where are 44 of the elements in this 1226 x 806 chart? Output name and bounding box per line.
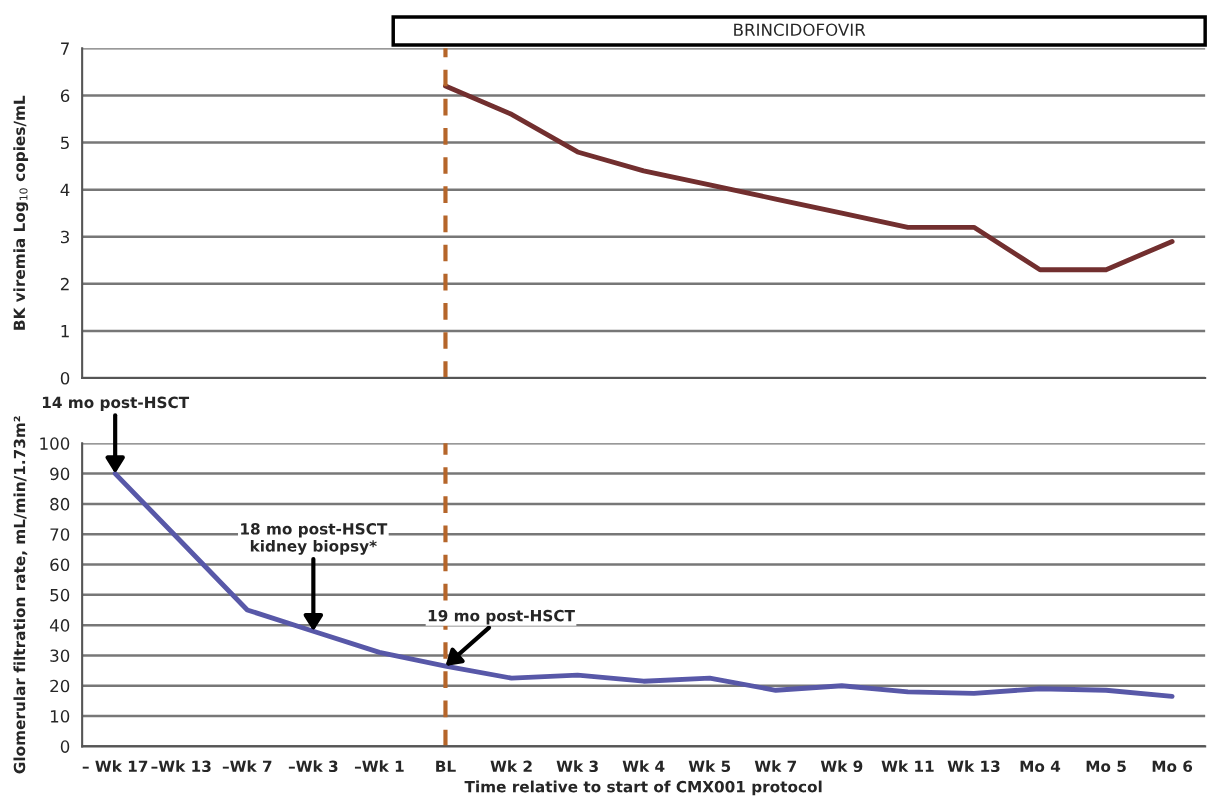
y-tick-label: 5: [61, 136, 69, 150]
x-axis-title: Time relative to start of CMX001 protocol: [464, 780, 822, 796]
y-tick-label: 90: [50, 467, 70, 481]
y-tick-label: 20: [50, 679, 70, 693]
y-tick-label: 80: [50, 497, 70, 511]
y-tick-label: 2: [60, 277, 69, 291]
y-tick-label: 10: [50, 710, 70, 723]
y-tick-label: 6: [60, 89, 70, 103]
y-tick-label: 7: [61, 42, 69, 55]
x-tick-label: Wk 5: [688, 760, 731, 773]
y-axis-title: Glomerular filtration rate, mL/min/1.73m²: [13, 416, 28, 774]
y-tick-label: 40: [49, 619, 70, 632]
y-axis-title: BK viremia Log$_{10}$ copies/mL: [13, 95, 29, 330]
annotation: 14 mo post-HSCT: [42, 396, 190, 412]
x-tick-label: –Wk 3: [288, 760, 338, 773]
x-tick-label: –Wk 7: [222, 760, 272, 772]
text: BRINCIDOFOVIR: [734, 23, 866, 37]
x-tick-label: BL: [436, 760, 456, 772]
x-tick-label: Wk 11: [881, 760, 934, 772]
x-tick-label: –Wk 13: [151, 760, 211, 773]
y-tick-label: 1: [61, 325, 69, 338]
annotation: 19 mo post-HSCT: [428, 609, 575, 625]
y-tick-label: 4: [60, 183, 70, 196]
x-tick-label: Wk 2: [490, 760, 532, 772]
x-tick-label: Mo 5: [1086, 760, 1126, 773]
x-tick-label: Wk 3: [556, 760, 598, 773]
y-tick-label: 60: [50, 558, 70, 572]
y-tick-label: 100: [40, 437, 70, 450]
y-tick-label: 0: [60, 371, 70, 385]
x-tick-label: Wk 7: [754, 760, 797, 772]
y-tick-label: 70: [50, 528, 70, 541]
y-tick-label: 30: [50, 649, 70, 663]
x-tick-label: Mo 4: [1020, 760, 1061, 773]
y-tick-label: 3: [61, 230, 69, 244]
x-tick-label: Wk 9: [820, 760, 863, 773]
y-tick-label: 50: [50, 588, 70, 602]
x-tick-label: Mo 6: [1152, 760, 1193, 773]
x-tick-label: –Wk 1: [354, 760, 404, 772]
annotation: 18 mo post-HSCT kidney biopsy*: [241, 523, 388, 555]
x-tick-label: Wk 13: [947, 760, 1000, 773]
line-series: [443, 83, 1175, 273]
x-tick-label: Wk 4: [622, 760, 665, 772]
y-tick-label: 0: [60, 740, 70, 753]
x-tick-label: – Wk 17: [82, 760, 148, 772]
